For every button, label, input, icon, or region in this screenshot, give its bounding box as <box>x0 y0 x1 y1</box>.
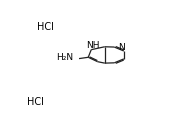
Text: N: N <box>118 42 124 51</box>
Text: HCl: HCl <box>27 97 44 107</box>
Text: HCl: HCl <box>37 22 54 32</box>
Text: NH: NH <box>86 41 99 50</box>
Text: H₂N: H₂N <box>56 53 73 62</box>
